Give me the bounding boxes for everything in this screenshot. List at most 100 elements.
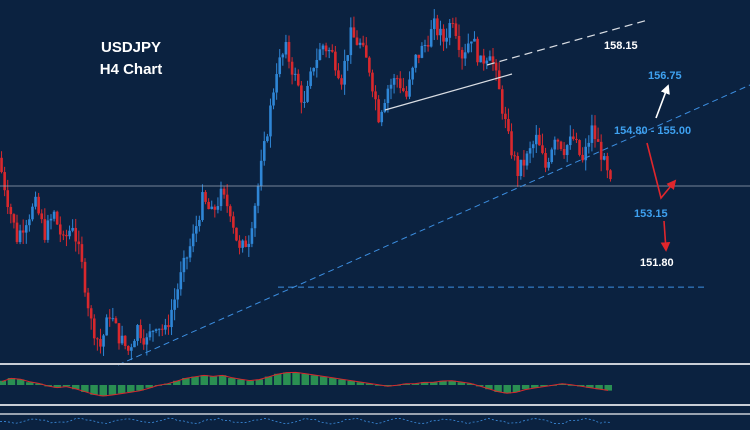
macd-histogram-bar [567, 385, 576, 386]
candle-body [194, 226, 198, 234]
macd-histogram-bar [374, 385, 383, 386]
candle-body [191, 233, 195, 247]
candle-body [262, 141, 266, 161]
candle-body [426, 44, 430, 47]
macd-histogram-bar [347, 380, 355, 385]
macd-histogram-bar [283, 372, 291, 385]
candle-body [547, 161, 550, 168]
candle-body [43, 219, 47, 240]
arrow-up-to-156-75 [655, 84, 670, 119]
candle-body [454, 23, 458, 36]
arrow-down-to-151-80 [660, 220, 671, 252]
macd-histogram-bar [127, 385, 135, 392]
candle-body [482, 55, 486, 64]
candle-body [568, 136, 572, 146]
candle-body [145, 337, 149, 345]
candle-body [534, 134, 538, 145]
candle-body [250, 228, 254, 244]
candle-body [74, 227, 78, 242]
candle-body [596, 139, 600, 142]
candle-body [470, 41, 473, 44]
candle-body [65, 234, 68, 237]
candle-body [327, 50, 331, 52]
candle-body [58, 224, 62, 235]
candle-body [466, 43, 470, 53]
candle-body [40, 213, 44, 220]
channel-lower-line [384, 73, 513, 111]
macd-histogram-bar [108, 385, 117, 395]
candle-body [179, 272, 183, 290]
candle-body [219, 188, 223, 207]
candle-body [408, 79, 411, 97]
candle-body [463, 52, 467, 59]
candle-body [402, 88, 405, 92]
channel-upper-line [486, 19, 649, 66]
candle-body [160, 328, 164, 330]
macd-histogram-bar [255, 379, 264, 385]
candle-body [188, 246, 192, 258]
candle-body [500, 89, 504, 114]
candle-body [139, 325, 142, 339]
candle-body [114, 318, 118, 324]
candle-body [504, 113, 507, 120]
candle-body [346, 55, 350, 61]
trend-lines-layer [0, 19, 750, 366]
candle-body [244, 240, 248, 247]
macd-histogram-bar [329, 378, 337, 385]
candle-body [439, 28, 442, 36]
candle-body [55, 211, 59, 225]
candle-body [80, 244, 84, 262]
candle-body [432, 18, 436, 30]
candle-body [423, 44, 427, 46]
macd-histogram-bar [228, 378, 236, 385]
level-label-153-15: 153.15 [634, 208, 668, 220]
macd-histogram-bar [512, 385, 521, 392]
candle-body [303, 101, 306, 103]
candle-body [519, 159, 523, 177]
candle-body [324, 45, 328, 52]
macd-histogram-bar [503, 385, 511, 394]
candle-body [253, 205, 257, 229]
candle-body [510, 131, 513, 156]
candle-body [562, 148, 566, 156]
candle-body [300, 85, 303, 103]
candle-body [126, 345, 130, 351]
candle-body [207, 201, 210, 210]
candle-body [306, 85, 309, 102]
candle-body [491, 56, 495, 63]
macd-histogram-bar [53, 385, 62, 388]
macd-histogram-bar [35, 383, 43, 385]
macd-histogram-bar [246, 380, 254, 385]
candle-body [37, 196, 40, 214]
macd-histogram-bar [16, 379, 25, 385]
macd-histogram-bar [81, 385, 89, 392]
candle-body [0, 157, 3, 173]
candle-body [133, 340, 136, 348]
candle-body [123, 335, 127, 346]
macd-histogram-bar [540, 385, 548, 387]
candle-body [12, 214, 16, 223]
candle-body [102, 335, 105, 347]
candle-body [352, 27, 356, 38]
candle-body [176, 289, 180, 300]
macd-histogram-bar [310, 375, 319, 385]
candle-body [572, 136, 575, 139]
macd-histogram-bar [200, 375, 208, 385]
candle-body [117, 323, 121, 344]
candle-body [154, 329, 158, 331]
candle-body [565, 145, 569, 156]
candle-body [68, 230, 71, 237]
level-label-151-80: 151.80 [640, 257, 674, 269]
candle-body [287, 42, 291, 62]
macd-signal-line [1, 371, 609, 397]
macd-histogram-bar [521, 385, 530, 390]
candle-body [182, 257, 186, 273]
candle-body [201, 192, 204, 221]
candle-body [24, 225, 28, 233]
candle-body [228, 206, 232, 217]
candle-body [31, 206, 34, 220]
macd-histogram-bar [117, 385, 126, 394]
macd-histogram-bar [531, 385, 539, 388]
